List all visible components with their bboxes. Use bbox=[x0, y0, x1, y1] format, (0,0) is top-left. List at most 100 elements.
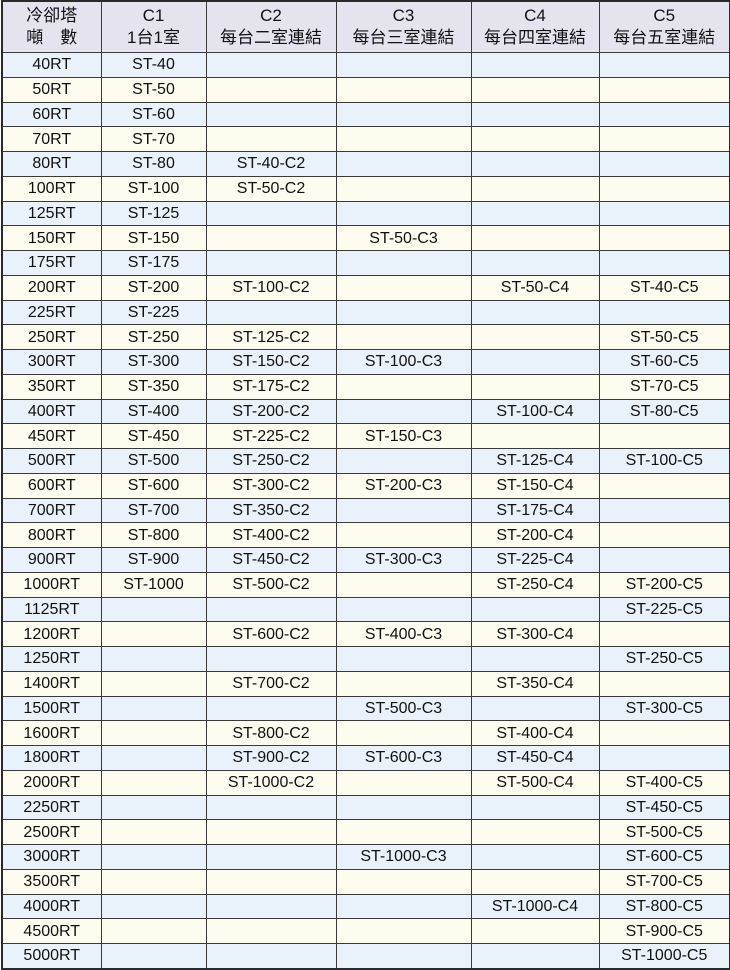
cell-c5 bbox=[598, 101, 730, 128]
cell-c2 bbox=[205, 101, 337, 128]
cell-c1: ST-200 bbox=[100, 274, 207, 301]
cell-c1 bbox=[100, 893, 207, 920]
cell-c4 bbox=[470, 423, 600, 449]
cell-c2 bbox=[205, 225, 337, 251]
table-row: 2250RT ST-450-C5 bbox=[1, 794, 730, 821]
cell-c2: ST-40-C2 bbox=[205, 151, 337, 177]
cell-c3 bbox=[335, 52, 472, 78]
cell-c3 bbox=[335, 646, 472, 672]
cell-c2: ST-300-C2 bbox=[205, 472, 337, 499]
cell-tonnage: 5000RT bbox=[1, 942, 102, 970]
cell-c2 bbox=[205, 794, 337, 821]
table-row: 1200RT ST-600-C2 ST-400-C3 ST-300-C4 bbox=[1, 621, 730, 647]
cell-c2: ST-150-C2 bbox=[205, 349, 337, 375]
table-row: 300RT ST-300 ST-150-C2 ST-100-C3 ST-60-C5 bbox=[1, 349, 730, 375]
cell-c1: ST-500 bbox=[100, 448, 207, 474]
cell-tonnage: 60RT bbox=[1, 101, 102, 128]
table-row: 600RT ST-600 ST-300-C2 ST-200-C3 ST-150-C4 bbox=[1, 472, 730, 499]
cell-c3 bbox=[335, 571, 472, 598]
cell-c2 bbox=[205, 126, 337, 152]
cell-tonnage: 450RT bbox=[1, 423, 102, 449]
cell-c4: ST-100-C4 bbox=[470, 398, 600, 425]
cell-c3: ST-300-C3 bbox=[335, 547, 472, 573]
cell-c4 bbox=[470, 52, 600, 78]
table-row: 2500RT ST-500-C5 bbox=[1, 819, 730, 845]
table-row: 3000RT ST-1000-C3 ST-600-C5 bbox=[1, 844, 730, 870]
cell-c2: ST-100-C2 bbox=[205, 274, 337, 301]
cell-c2 bbox=[205, 646, 337, 672]
cell-c3 bbox=[335, 250, 472, 276]
cell-tonnage: 1600RT bbox=[1, 720, 102, 746]
cell-c5: ST-100-C5 bbox=[598, 448, 730, 474]
cell-c1: ST-1000 bbox=[100, 571, 207, 598]
cell-c4 bbox=[470, 349, 600, 375]
cell-tonnage: 40RT bbox=[1, 52, 102, 78]
cell-tonnage: 1400RT bbox=[1, 670, 102, 697]
table-row: 60RT ST-60 bbox=[1, 101, 730, 128]
cell-tonnage: 4000RT bbox=[1, 893, 102, 920]
cell-c3 bbox=[335, 720, 472, 746]
cell-c5 bbox=[598, 151, 730, 177]
cell-c1: ST-50 bbox=[100, 76, 207, 103]
cell-c3 bbox=[335, 942, 472, 970]
cell-c3: ST-150-C3 bbox=[335, 423, 472, 449]
header-c4: C4 每台四室連結 bbox=[470, 0, 600, 53]
table-row: 400RT ST-400 ST-200-C2 ST-100-C4 ST-80-C5 bbox=[1, 398, 730, 425]
table-row: 1400RT ST-700-C2 ST-350-C4 bbox=[1, 670, 730, 697]
header-c2-subtitle: 每台二室連結 bbox=[220, 28, 322, 47]
cell-c5: ST-225-C5 bbox=[598, 596, 730, 623]
cell-c5 bbox=[598, 720, 730, 746]
cell-c4 bbox=[470, 373, 600, 400]
cell-tonnage: 1000RT bbox=[1, 571, 102, 598]
cell-c1 bbox=[100, 769, 207, 796]
cell-c1: ST-60 bbox=[100, 101, 207, 128]
cell-tonnage: 80RT bbox=[1, 151, 102, 177]
cell-c4: ST-150-C4 bbox=[470, 472, 600, 499]
header-c1: C1 1台1室 bbox=[100, 0, 207, 53]
cell-c1: ST-700 bbox=[100, 497, 207, 524]
cell-c5 bbox=[598, 472, 730, 499]
cell-c1 bbox=[100, 646, 207, 672]
cell-tonnage: 100RT bbox=[1, 175, 102, 202]
cell-c3: ST-100-C3 bbox=[335, 349, 472, 375]
table-row: 250RT ST-250 ST-125-C2 ST-50-C5 bbox=[1, 324, 730, 350]
cell-c4 bbox=[470, 942, 600, 970]
header-tonnage: 冷卻塔噸 數 bbox=[1, 0, 102, 53]
header-c5: C5 每台五室連結 bbox=[598, 0, 730, 53]
cell-c2 bbox=[205, 918, 337, 944]
table-row: 1000RT ST-1000 ST-500-C2 ST-250-C4 ST-200-C5 bbox=[1, 571, 730, 598]
cell-c1: ST-300 bbox=[100, 349, 207, 375]
table-row: 800RT ST-800 ST-400-C2 ST-200-C4 bbox=[1, 522, 730, 548]
cell-c3: ST-50-C3 bbox=[335, 225, 472, 251]
cell-c1 bbox=[100, 819, 207, 845]
cell-c5: ST-500-C5 bbox=[598, 819, 730, 845]
cell-c1 bbox=[100, 596, 207, 623]
cell-c1: ST-900 bbox=[100, 547, 207, 573]
cell-c4 bbox=[470, 250, 600, 276]
table-row: 1500RT ST-500-C3 ST-300-C5 bbox=[1, 695, 730, 722]
cell-c1: ST-250 bbox=[100, 324, 207, 350]
cell-c3 bbox=[335, 126, 472, 152]
cell-tonnage: 125RT bbox=[1, 200, 102, 227]
table-row: 4000RT ST-1000-C4 ST-800-C5 bbox=[1, 893, 730, 920]
cell-c3 bbox=[335, 670, 472, 697]
cell-c2: ST-800-C2 bbox=[205, 720, 337, 746]
cell-c1 bbox=[100, 918, 207, 944]
cell-tonnage: 150RT bbox=[1, 225, 102, 251]
cell-c4 bbox=[470, 76, 600, 103]
table-body: 40RT ST-40 50RT ST-50 60RT ST-60 70RT ST-70 80RT… bbox=[1, 52, 730, 970]
cell-c3 bbox=[335, 868, 472, 895]
cell-c1: ST-100 bbox=[100, 175, 207, 202]
cell-c5: ST-80-C5 bbox=[598, 398, 730, 425]
cell-c4 bbox=[470, 844, 600, 870]
cell-tonnage: 200RT bbox=[1, 274, 102, 301]
cell-tonnage: 1800RT bbox=[1, 745, 102, 771]
cell-c4: ST-125-C4 bbox=[470, 448, 600, 474]
cell-c5: ST-300-C5 bbox=[598, 695, 730, 722]
cell-c3 bbox=[335, 819, 472, 845]
cell-c5 bbox=[598, 497, 730, 524]
table-row: 1600RT ST-800-C2 ST-400-C4 bbox=[1, 720, 730, 746]
cell-c3 bbox=[335, 497, 472, 524]
cell-c1: ST-600 bbox=[100, 472, 207, 499]
cell-c2 bbox=[205, 868, 337, 895]
